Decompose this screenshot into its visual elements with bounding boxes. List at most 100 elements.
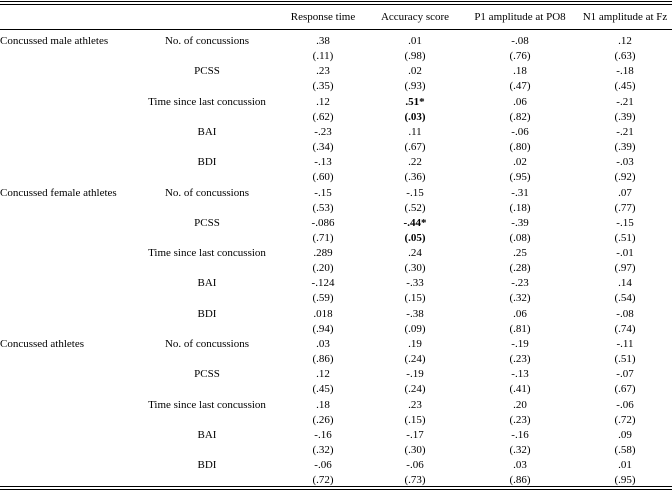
group-label: Concussed male athletes [0, 35, 109, 47]
coefficient-cell: -.13 [511, 368, 529, 381]
coefficient-cell: .20 [513, 398, 527, 411]
p-value-cell: (.36) [404, 171, 426, 184]
coefficient-cell: .289 [313, 247, 333, 260]
coefficient-cell: -.06 [616, 398, 634, 411]
coefficient-cell: -.124 [311, 277, 335, 290]
p-value-cell: (.35) [312, 80, 334, 93]
p-value-cell: (.97) [614, 262, 636, 275]
header-n1-amplitude: N1 amplitude at Fz [582, 11, 668, 23]
p-value-cell: (.05) [404, 231, 426, 244]
coefficient-cell: -.16 [314, 428, 332, 441]
top-rule-1 [0, 1, 672, 2]
p-value-cell: (.72) [312, 474, 334, 487]
p-value-cell: (.82) [509, 110, 531, 123]
coefficient-cell: .25 [513, 247, 527, 260]
variable-label: BDI [197, 459, 217, 472]
coefficient-cell: -.06 [314, 459, 332, 472]
coefficient-cell: .18 [513, 65, 527, 78]
variable-label: Time since last concussion [148, 247, 266, 260]
p-value-cell: (.71) [312, 231, 334, 244]
p-value-cell: (.41) [509, 383, 531, 396]
group-label: Concussed athletes [0, 338, 85, 350]
coefficient-cell: -.44* [403, 216, 427, 229]
coefficient-cell: .12 [618, 35, 632, 47]
p-value-cell: (.26) [312, 413, 334, 426]
p-value-cell: (.30) [404, 443, 426, 456]
coefficient-cell: -.23 [314, 125, 332, 138]
coefficient-cell: .02 [408, 65, 422, 78]
p-value-cell: (.52) [404, 201, 426, 214]
p-value-cell: (.09) [404, 322, 426, 335]
p-value-cell: (.95) [509, 171, 531, 184]
coefficient-cell: -.33 [406, 277, 424, 290]
coefficient-cell: -.03 [616, 156, 634, 169]
p-value-cell: (.59) [312, 292, 334, 305]
p-value-cell: (.86) [509, 474, 531, 487]
p-value-cell: (.51) [614, 353, 636, 365]
coefficient-cell: -.06 [406, 459, 424, 472]
p-value-cell: (.28) [509, 262, 531, 275]
coefficient-cell: -.19 [511, 338, 529, 350]
coefficient-cell: .12 [316, 95, 330, 108]
p-value-cell: (.80) [509, 140, 531, 153]
p-value-cell: (.45) [614, 80, 636, 93]
p-value-cell: (.24) [404, 383, 426, 396]
coefficient-cell: -.01 [616, 247, 634, 260]
coefficient-cell: .07 [618, 186, 632, 199]
bottom-rule-2 [0, 489, 672, 490]
p-value-cell: (.67) [404, 140, 426, 153]
p-value-cell: (.63) [614, 50, 636, 62]
variable-label: PCSS [194, 65, 220, 78]
p-value-cell: (.08) [509, 231, 531, 244]
coefficient-cell: .12 [316, 368, 330, 381]
coefficient-cell: -.06 [511, 125, 529, 138]
p-value-cell: (.51) [614, 231, 636, 244]
coefficient-cell: -.086 [311, 216, 335, 229]
variable-label: PCSS [194, 216, 220, 229]
coefficient-cell: .01 [618, 459, 632, 472]
coefficient-cell: -.31 [511, 186, 529, 199]
p-value-cell: (.86) [312, 353, 334, 365]
p-value-cell: (.73) [404, 474, 426, 487]
coefficient-cell: -.13 [314, 156, 332, 169]
coefficient-cell: .06 [513, 95, 527, 108]
coefficient-cell: .018 [313, 307, 333, 320]
coefficient-cell: -.08 [616, 307, 634, 320]
coefficient-cell: .24 [408, 247, 422, 260]
variable-label: BAI [197, 125, 217, 138]
p-value-cell: (.92) [614, 171, 636, 184]
p-value-cell: (.32) [312, 443, 334, 456]
p-value-cell: (.60) [312, 171, 334, 184]
p-value-cell: (.03) [404, 110, 426, 123]
p-value-cell: (.58) [614, 443, 636, 456]
p-value-cell: (.77) [614, 201, 636, 214]
variable-label: BAI [197, 277, 217, 290]
p-value-cell: (.32) [509, 292, 531, 305]
p-value-cell: (.23) [509, 413, 531, 426]
coefficient-cell: .03 [316, 338, 330, 350]
coefficient-cell: .22 [408, 156, 422, 169]
p-value-cell: (.18) [509, 201, 531, 214]
coefficient-cell: .06 [513, 307, 527, 320]
coefficient-cell: .11 [408, 125, 422, 138]
variable-label: Time since last concussion [148, 398, 266, 411]
header-accuracy-score: Accuracy score [380, 11, 450, 23]
coefficient-cell: .03 [513, 459, 527, 472]
header-response-time: Response time [290, 11, 356, 23]
p-value-cell: (.11) [312, 50, 334, 62]
p-value-cell: (.39) [614, 140, 636, 153]
variable-label: BAI [197, 428, 217, 441]
variable-label: No. of concussions [164, 338, 250, 350]
top-rule-2 [0, 4, 672, 5]
coefficient-cell: -.16 [511, 428, 529, 441]
header-rule [0, 29, 672, 30]
group-label: Concussed female athletes [0, 186, 117, 199]
p-value-cell: (.74) [614, 322, 636, 335]
bottom-rule-1 [0, 486, 672, 487]
variable-label: PCSS [194, 368, 220, 381]
variable-label: BDI [197, 156, 217, 169]
variable-label: Time since last concussion [148, 95, 266, 108]
p-value-cell: (.76) [509, 50, 531, 62]
p-value-cell: (.15) [404, 413, 426, 426]
variable-label: No. of concussions [164, 35, 250, 47]
